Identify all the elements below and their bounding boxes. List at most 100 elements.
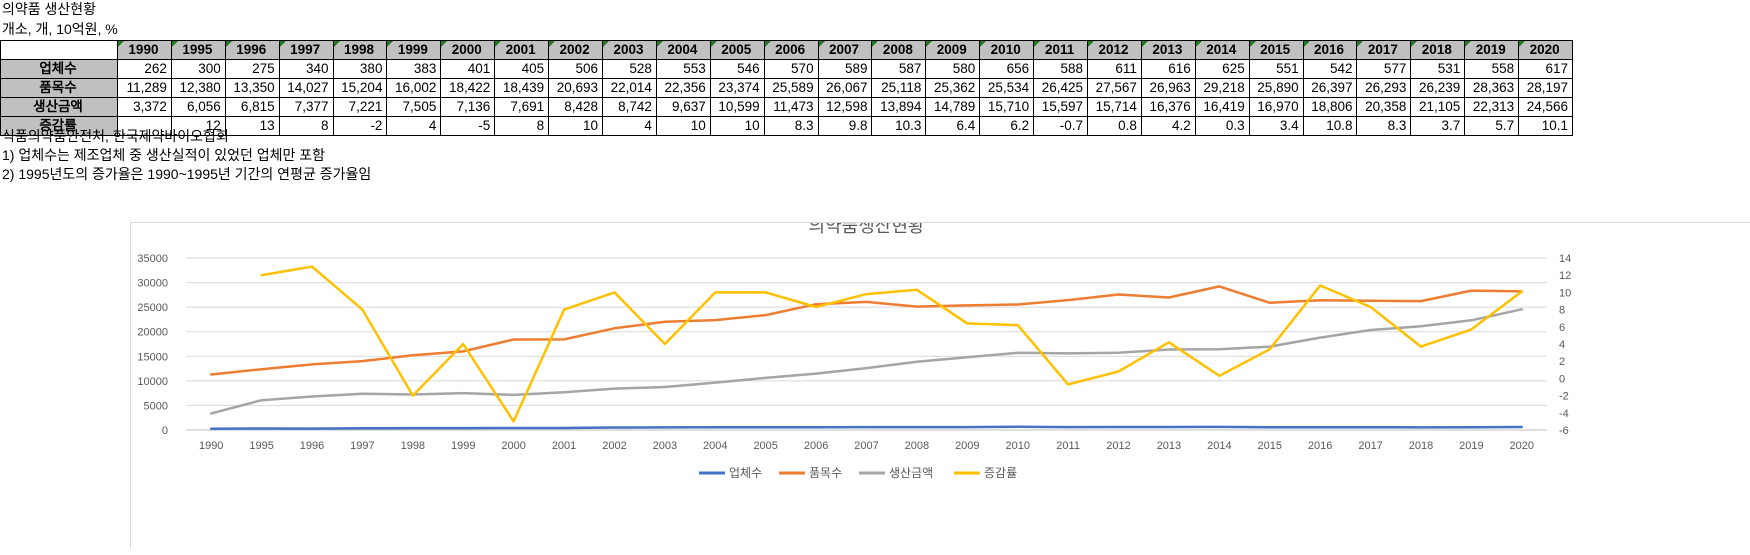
table-cell: 7,136 [440, 97, 496, 117]
table-cell: 6,056 [170, 97, 226, 117]
table-cell: 13 [224, 116, 280, 136]
x-tick-label: 2003 [653, 440, 677, 452]
table-cell: 18,439 [494, 78, 550, 98]
table-cell: 29,218 [1194, 78, 1250, 98]
table-cell: 24,566 [1518, 97, 1574, 117]
source-note: 식품의약품안전처, 한국제약바이오협회 [2, 128, 229, 144]
table-cell: 558 [1464, 59, 1520, 79]
table-cell: 25,362 [925, 78, 981, 98]
row-header: 품목수 [0, 78, 118, 98]
table-cell: 300 [170, 59, 226, 79]
table-cell: 531 [1410, 59, 1466, 79]
table-cell: 405 [494, 59, 550, 79]
year-header: 2011 [1033, 40, 1089, 60]
table-cell: 25,534 [979, 78, 1035, 98]
table-cell: 22,313 [1464, 97, 1520, 117]
unit-label: 개소, 개, 10억원, % [2, 21, 118, 37]
table-cell: 6.2 [979, 116, 1035, 136]
table-cell: 8,742 [602, 97, 657, 117]
table-cell: 0.8 [1087, 116, 1142, 136]
year-header: 2015 [1248, 40, 1304, 60]
line-chart: 의약품생산현황050001000015000200002500030000350… [137, 216, 1571, 480]
x-tick-label: 2004 [703, 440, 727, 452]
table-cell: 616 [1140, 59, 1196, 79]
legend-label: 증감률 [984, 466, 1017, 480]
table-cell: 16,002 [386, 78, 442, 98]
year-header: 1995 [170, 40, 226, 60]
table-cell: 21,105 [1410, 97, 1466, 117]
table-cell: 528 [602, 59, 657, 79]
table-cell: 14,789 [925, 97, 981, 117]
x-tick-label: 2012 [1106, 440, 1130, 452]
table-cell: 25,890 [1248, 78, 1304, 98]
table-cell: 26,293 [1356, 78, 1412, 98]
x-tick-label: 2018 [1409, 440, 1433, 452]
y-right-tick-label: 10 [1559, 287, 1571, 299]
table-cell: 26,963 [1140, 78, 1196, 98]
table-cell: 8.3 [1356, 116, 1412, 136]
y-right-tick-label: -2 [1559, 391, 1569, 403]
y-left-tick-label: 10000 [137, 376, 168, 388]
table-cell: 580 [925, 59, 981, 79]
year-header: 2003 [602, 40, 657, 60]
table-cell: 11,289 [117, 78, 172, 98]
x-tick-label: 2015 [1258, 440, 1282, 452]
table-cell: 542 [1302, 59, 1358, 79]
table-cell: 9.8 [817, 116, 873, 136]
y-right-tick-label: -4 [1559, 408, 1569, 420]
table-cell: 13,350 [224, 78, 280, 98]
year-header: 2001 [494, 40, 550, 60]
table-cell: 7,505 [386, 97, 442, 117]
table-cell: 7,691 [494, 97, 550, 117]
table-cell: 3.7 [1410, 116, 1466, 136]
table-cell: 16,419 [1194, 97, 1250, 117]
sheet-title: 의약품 생산현황 [2, 1, 97, 17]
x-tick-label: 2002 [602, 440, 626, 452]
footnote-2: 2) 1995년도의 증가율은 1990~1995년 기간의 연평균 증가율임 [2, 166, 372, 182]
table-cell: 7,377 [278, 97, 334, 117]
table-row: 생산금액 3,372 6,056 6,815 7,377 7,221 7,505 7,136 7… [0, 97, 1574, 117]
year-header: 2010 [979, 40, 1035, 60]
x-tick-label: 2005 [753, 440, 777, 452]
table-cell: 625 [1194, 59, 1250, 79]
legend-label: 품목수 [809, 466, 842, 480]
table-cell: 617 [1518, 59, 1574, 79]
year-header: 2002 [548, 40, 604, 60]
x-tick-label: 2013 [1157, 440, 1181, 452]
x-tick-label: 2019 [1459, 440, 1483, 452]
table-cell: 5.7 [1464, 116, 1520, 136]
table-cell: 16,376 [1140, 97, 1196, 117]
y-left-tick-label: 30000 [137, 278, 168, 290]
table-cell: 15,597 [1033, 97, 1089, 117]
production-table: 1990 1995 1996 1997 1998 1999 2000 2001 2002 2003… [0, 40, 1574, 136]
table-cell: 8 [278, 116, 334, 136]
chart-area[interactable]: 의약품생산현황 0 5000 10000 15000 20000 25000 30000 350… [130, 216, 1750, 549]
table-cell: 11,473 [763, 97, 819, 117]
y-right-tick-label: 0 [1559, 373, 1565, 385]
table-corner [0, 40, 118, 60]
y-left-tick-label: 25000 [137, 302, 168, 314]
table-cell: 3.4 [1248, 116, 1304, 136]
x-tick-label: 2014 [1207, 440, 1231, 452]
y-right-tick-label: 2 [1559, 356, 1565, 368]
table-cell: 570 [763, 59, 819, 79]
x-tick-label: 2009 [955, 440, 979, 452]
y-right-tick-label: 4 [1559, 339, 1565, 351]
table-cell: 10,599 [709, 97, 765, 117]
table-cell: 28,363 [1464, 78, 1520, 98]
table-cell: 380 [332, 59, 388, 79]
row-header: 증감률 [0, 116, 118, 136]
x-tick-label: 1996 [300, 440, 324, 452]
table-cell: 22,014 [602, 78, 657, 98]
table-cell: 18,806 [1302, 97, 1358, 117]
x-tick-label: 1999 [451, 440, 475, 452]
table-cell: 4 [602, 116, 657, 136]
table-cell: 6,815 [224, 97, 280, 117]
y-right-tick-label: 6 [1559, 322, 1565, 334]
y-left-tick-label: 15000 [137, 351, 168, 363]
table-cell: 587 [871, 59, 927, 79]
y-right-tick-label: 14 [1559, 253, 1571, 265]
series-line-1 [209, 285, 1524, 376]
table-cell: 546 [709, 59, 765, 79]
table-cell: 589 [817, 59, 873, 79]
